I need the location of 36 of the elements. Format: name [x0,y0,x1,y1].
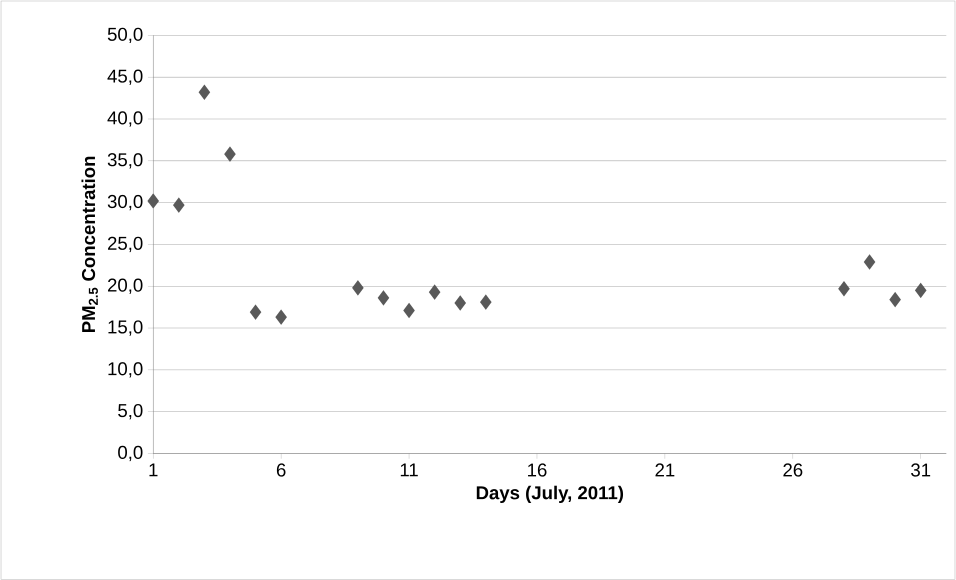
x-tick-label: 21 [655,463,674,476]
y-tick-label: 40,0 [107,111,142,127]
point [864,254,876,270]
point [352,280,364,296]
point [454,295,466,310]
y-tick-label: 45,0 [107,69,142,85]
x-tick-label: 1 [149,463,158,476]
x-tick-label: 6 [276,463,286,477]
y-tick-label: 25,0 [108,236,142,252]
x-tick-label: 11 [400,463,418,476]
point [428,284,440,300]
y-tick-label: 50,0 [108,28,142,43]
x-tick-label: 31 [911,463,930,477]
x-tick-label: 16 [528,463,546,477]
y-axis-title: PM$_{2.5}$ Concentration [81,156,98,332]
point [838,281,850,296]
point [173,197,185,213]
y-tick-label: 10,0 [108,362,142,378]
y-tick-label: 0,0 [118,446,143,462]
y-tick-label: 30,0 [108,194,142,210]
point [403,302,415,318]
point [889,292,901,308]
y-tick-label: 5,0 [118,404,143,420]
y-tick-label: 15,0 [108,320,142,336]
y-tick-label: 35,0 [108,153,142,168]
point [275,309,287,325]
point [250,304,262,320]
point [147,193,159,208]
point [378,290,390,306]
x-tick-label: 26 [783,463,802,477]
point [198,84,210,100]
x-axis-title: Days (July, 2011) [476,486,624,503]
y-tick-label: 20,0 [108,278,142,294]
point [480,294,492,310]
point [914,282,926,298]
point [224,146,236,162]
